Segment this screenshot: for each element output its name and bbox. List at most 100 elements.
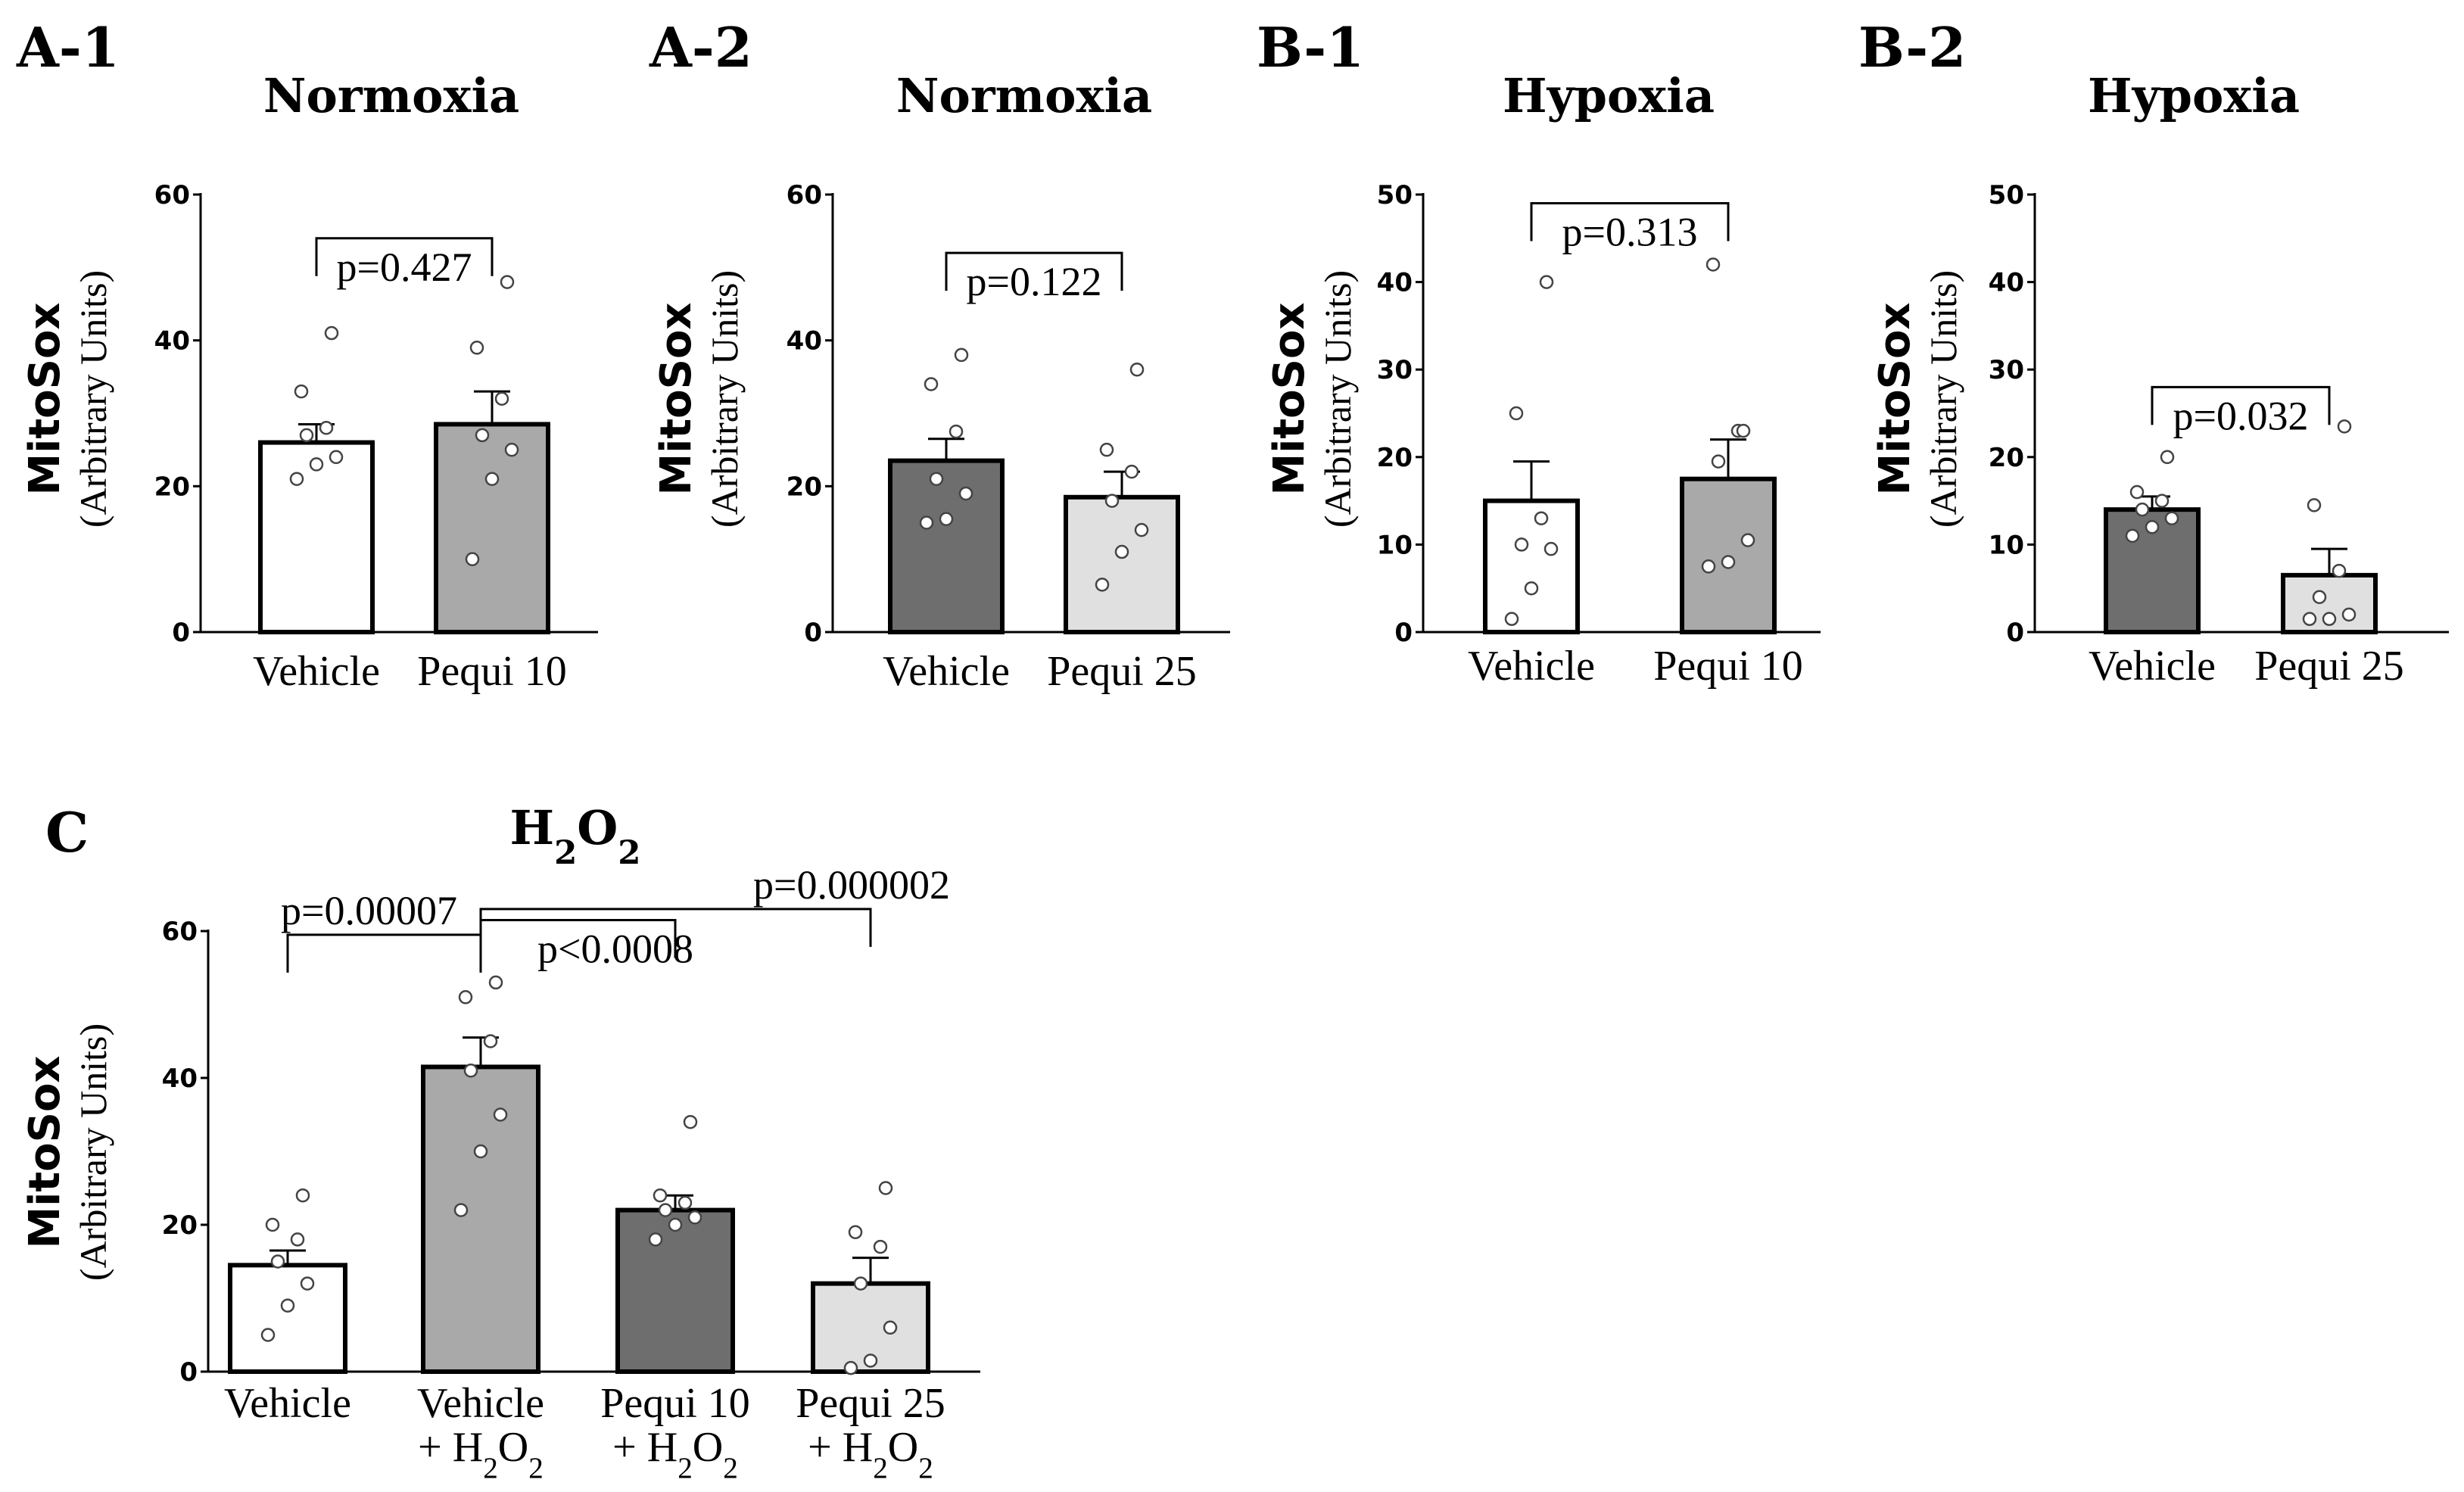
chart5-data-point <box>648 1232 663 1247</box>
chart4-ytick-label: 50 <box>1989 180 2024 210</box>
chart4-data-point <box>2332 563 2347 578</box>
chart5-data-point <box>493 1107 508 1122</box>
chart5-data-point <box>678 1195 693 1210</box>
panel-label-c: C <box>45 800 89 864</box>
chart2-data-point <box>1099 442 1114 457</box>
chart2-ytick-label: 40 <box>787 326 822 357</box>
chart5-significance-bracket <box>479 908 872 947</box>
chart1-data-point <box>294 384 309 399</box>
chart5-data-point <box>260 1328 276 1342</box>
chart2-data-point <box>929 472 944 486</box>
chart4-ylabel-sub: (Arbitrary Units) <box>1922 270 1964 528</box>
chart5-data-point <box>300 1276 315 1291</box>
chart2-ylabel-sub: (Arbitrary Units) <box>703 270 746 528</box>
chart4-ylabel: MitoSox <box>1871 302 1920 495</box>
chart2-category-label: Vehicle <box>883 648 1010 695</box>
chart5-category-label-line2: + H2O2 <box>418 1424 544 1484</box>
panel-label-a1: A-1 <box>16 15 120 79</box>
chart2-significance-bracket <box>945 251 1123 291</box>
chart3-data-point <box>1514 537 1529 552</box>
chart1-data-point <box>465 552 480 566</box>
chart1-ytick-label: 40 <box>154 326 190 357</box>
panel-label-b2: B-2 <box>1858 15 1966 79</box>
chart4-data-point <box>2302 612 2317 626</box>
chart4-category-label: Vehicle <box>2089 643 2216 690</box>
chart5-ytick-label: 0 <box>179 1357 198 1388</box>
chart1-p-value: p=0.427 <box>337 245 472 290</box>
chart2-ytick-label: 0 <box>804 618 822 648</box>
chart3-data-point <box>1544 541 1559 556</box>
chart5-data-point <box>270 1254 285 1269</box>
chart5-ylabel-sub: (Arbitrary Units) <box>72 1023 114 1281</box>
chart1-data-point <box>329 450 344 465</box>
chart4-ytick-label: 0 <box>2006 618 2024 648</box>
chart1-data-point <box>299 428 314 443</box>
chart2-ytick-label: 60 <box>787 180 822 210</box>
chart4-p-value: p=0.032 <box>2173 393 2309 438</box>
chart1-data-point <box>319 421 334 435</box>
chart3-data-point <box>1534 511 1549 525</box>
chart5-data-point <box>463 1064 478 1078</box>
chart3-data-point <box>1539 275 1554 289</box>
chart1-data-point <box>500 275 515 289</box>
chart4-data-point <box>2160 450 2175 465</box>
chart3-significance-bracket <box>1530 202 1730 241</box>
chart4-ytick-label: 30 <box>1989 355 2024 385</box>
chart5-category-label-line2: + H2O2 <box>808 1424 933 1484</box>
chart5-data-point <box>290 1232 305 1247</box>
chart3-data-point <box>1509 406 1524 421</box>
chart5-significance-bracket <box>286 933 482 973</box>
chart1-ytick-label: 60 <box>154 180 190 210</box>
chart5-data-point <box>668 1217 683 1232</box>
chart5-ytick-label: 20 <box>162 1210 198 1241</box>
chart5-data-point <box>687 1210 702 1225</box>
chart3-data-point <box>1736 423 1751 438</box>
chart1-category-label: Pequi 10 <box>417 648 567 695</box>
chart1-data-point <box>309 457 324 472</box>
chart2-data-point <box>1124 464 1139 479</box>
chart2-p-value: p=0.122 <box>967 259 1102 304</box>
chart5-data-point <box>683 1114 698 1129</box>
chart3-data-point <box>1721 555 1736 569</box>
chart2-title: Normoxia <box>896 68 1152 123</box>
chart4-data-point <box>2341 607 2357 622</box>
chart4-title: Hypoxia <box>2088 68 2300 123</box>
chart5-data-point <box>473 1144 488 1159</box>
chart5-data-point <box>878 1181 893 1195</box>
chart5-data-point <box>483 1034 498 1048</box>
chart5-data-point <box>453 1203 469 1217</box>
chart2-data-point <box>949 424 964 439</box>
chart4-data-point <box>2337 419 2352 434</box>
chart4-data-point <box>2125 528 2140 544</box>
chart5-data-point <box>653 1188 668 1203</box>
chart4-data-point <box>2129 484 2145 500</box>
chart2-data-point <box>1129 362 1145 377</box>
chart5-data-point <box>488 975 503 990</box>
chart4-ytick-label: 40 <box>1989 268 2024 298</box>
chart1-title: Normoxia <box>263 68 519 123</box>
chart1-ytick-label: 0 <box>172 618 190 648</box>
chart3-ylabel: MitoSox <box>1265 302 1314 495</box>
chart2-ytick-label: 20 <box>787 472 822 502</box>
chart1-ylabel: MitoSox <box>20 302 70 495</box>
chart3-ytick-label: 40 <box>1377 268 1413 298</box>
chart5-ytick-label: 40 <box>162 1064 198 1094</box>
chart2-data-point <box>924 377 939 391</box>
chart5-ylabel: MitoSox <box>20 1055 70 1248</box>
chart5-ytick-label: 60 <box>162 917 198 947</box>
chart5-bar <box>615 1207 735 1374</box>
chart3-category-label: Pequi 10 <box>1653 643 1803 690</box>
chart4-data-point <box>2312 590 2327 605</box>
chart1-category-label: Vehicle <box>253 648 380 695</box>
chart1-data-point <box>324 325 339 341</box>
chart3-category-label: Vehicle <box>1468 643 1595 690</box>
chart2-data-point <box>1104 494 1120 508</box>
chart5-category-label: Pequi 10 <box>600 1380 750 1427</box>
chart4-data-point <box>2135 502 2150 517</box>
chart5-data-point <box>843 1360 858 1375</box>
chart2-bar <box>888 458 1005 634</box>
chart1-data-point <box>484 472 500 486</box>
chart3-bar <box>1483 498 1580 634</box>
chart5-data-point <box>853 1276 868 1291</box>
